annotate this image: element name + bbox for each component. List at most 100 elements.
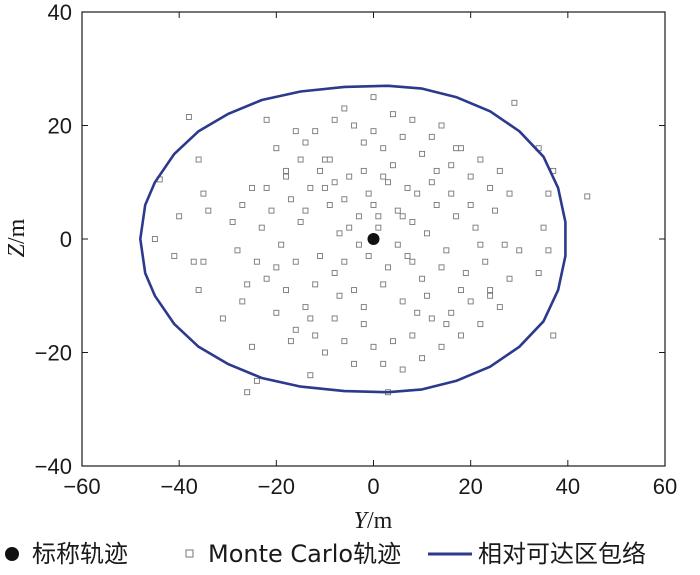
monte-carlo-point bbox=[419, 150, 426, 157]
monte-carlo-point bbox=[244, 389, 251, 396]
y-tick-label: −20 bbox=[35, 341, 72, 366]
monte-carlo-point bbox=[312, 332, 319, 339]
monte-carlo-point bbox=[200, 258, 207, 265]
monte-carlo-point bbox=[477, 241, 484, 248]
monte-carlo-point bbox=[151, 236, 158, 242]
monte-carlo-point bbox=[399, 133, 406, 140]
monte-carlo-point bbox=[453, 213, 460, 220]
monte-carlo-point bbox=[292, 258, 299, 265]
x-tick-label: −40 bbox=[161, 474, 198, 499]
monte-carlo-point bbox=[297, 219, 304, 225]
monte-carlo-point bbox=[263, 184, 270, 191]
monte-carlo-point bbox=[336, 292, 343, 299]
monte-carlo-point bbox=[292, 128, 299, 135]
monte-carlo-point bbox=[511, 99, 518, 106]
axis-unit: /m bbox=[4, 218, 30, 244]
monte-carlo-point bbox=[389, 111, 396, 118]
monte-carlo-point bbox=[419, 355, 426, 362]
monte-carlo-point bbox=[443, 247, 450, 254]
monte-carlo-point bbox=[380, 145, 387, 152]
monte-carlo-point bbox=[584, 193, 591, 200]
monte-carlo-point bbox=[414, 309, 421, 316]
monte-carlo-point bbox=[317, 167, 324, 174]
monte-carlo-point bbox=[477, 321, 484, 328]
monte-carlo-point bbox=[404, 253, 411, 259]
monte-carlo-point bbox=[331, 116, 338, 123]
monte-carlo-point bbox=[458, 332, 464, 339]
monte-carlo-point bbox=[200, 190, 207, 197]
monte-carlo-point bbox=[458, 145, 464, 152]
x-tick-label: 0 bbox=[367, 474, 379, 499]
monte-carlo-point bbox=[312, 281, 319, 288]
monte-carlo-point bbox=[297, 156, 304, 163]
x-tick-label: 40 bbox=[556, 474, 580, 499]
y-axis-label: Z/m bbox=[4, 218, 30, 257]
monte-carlo-point bbox=[370, 201, 377, 208]
monte-carlo-point bbox=[341, 105, 348, 112]
monte-carlo-point bbox=[292, 326, 299, 333]
monte-carlo-point bbox=[438, 264, 445, 271]
monte-carlo-point bbox=[229, 219, 236, 225]
monte-carlo-point bbox=[487, 184, 494, 191]
legend-envelope-label: 相对可达区包络 bbox=[478, 540, 646, 568]
monte-carlo-point bbox=[268, 207, 275, 214]
monte-carlo-point bbox=[273, 264, 280, 271]
nominal-point bbox=[367, 233, 380, 245]
monte-carlo-point bbox=[438, 343, 445, 350]
legend-monte-carlo-marker bbox=[185, 549, 194, 558]
monte-carlo-point bbox=[346, 224, 353, 231]
monte-carlo-point bbox=[239, 298, 246, 305]
monte-carlo-point bbox=[375, 213, 382, 220]
monte-carlo-point bbox=[171, 253, 178, 259]
monte-carlo-point bbox=[360, 321, 367, 328]
monte-carlo-point bbox=[516, 247, 523, 254]
monte-carlo-point bbox=[448, 190, 455, 197]
monte-carlo-point bbox=[346, 173, 353, 180]
monte-carlo-point bbox=[360, 304, 367, 311]
monte-carlo-point bbox=[423, 230, 430, 237]
monte-carlo-point bbox=[331, 179, 338, 186]
monte-carlo-point bbox=[307, 372, 314, 379]
monte-carlo-point bbox=[423, 292, 430, 299]
monte-carlo-point bbox=[302, 207, 309, 214]
monte-carlo-point bbox=[341, 196, 348, 203]
legend: 标称轨迹 Monte Carlo轨迹 相对可达区包络 bbox=[5, 540, 646, 568]
x-tick-label: 60 bbox=[653, 474, 677, 499]
monte-carlo-point bbox=[360, 139, 367, 146]
monte-carlo-point bbox=[263, 116, 270, 123]
monte-carlo-point bbox=[399, 298, 406, 305]
monte-carlo-point bbox=[321, 184, 328, 191]
x-tick-label: −20 bbox=[258, 474, 295, 499]
monte-carlo-point bbox=[385, 264, 392, 271]
monte-carlo-point bbox=[302, 304, 309, 311]
monte-carlo-point bbox=[341, 338, 348, 345]
monte-carlo-point bbox=[365, 190, 372, 197]
monte-carlo-point bbox=[409, 332, 416, 339]
monte-carlo-point bbox=[433, 167, 440, 174]
monte-carlo-point bbox=[399, 213, 406, 220]
monte-carlo-point bbox=[428, 133, 435, 140]
monte-carlo-point bbox=[453, 145, 460, 152]
reachable-envelope-curve bbox=[139, 84, 567, 394]
monte-carlo-point bbox=[302, 139, 309, 146]
monte-carlo-point bbox=[385, 179, 392, 186]
monte-carlo-point bbox=[487, 287, 494, 294]
monte-carlo-point bbox=[219, 315, 226, 322]
monte-carlo-point bbox=[370, 94, 377, 101]
y-axis-ticks: −40 −20 0 20 40 bbox=[35, 0, 665, 479]
monte-carlo-point bbox=[462, 270, 469, 276]
monte-carlo-point bbox=[409, 116, 416, 123]
monte-carlo-point bbox=[419, 275, 426, 282]
monte-carlo-point bbox=[287, 196, 294, 203]
monte-carlo-point bbox=[331, 315, 338, 322]
monte-carlo-point bbox=[428, 179, 435, 186]
monte-carlo-point bbox=[458, 287, 464, 294]
monte-carlo-point bbox=[428, 315, 435, 322]
axis-unit: /m bbox=[367, 508, 393, 534]
monte-carlo-point bbox=[273, 145, 280, 152]
monte-carlo-point bbox=[370, 343, 377, 350]
monte-carlo-point bbox=[283, 287, 289, 294]
monte-carlo-point bbox=[263, 275, 270, 282]
monte-carlo-point bbox=[550, 332, 557, 339]
